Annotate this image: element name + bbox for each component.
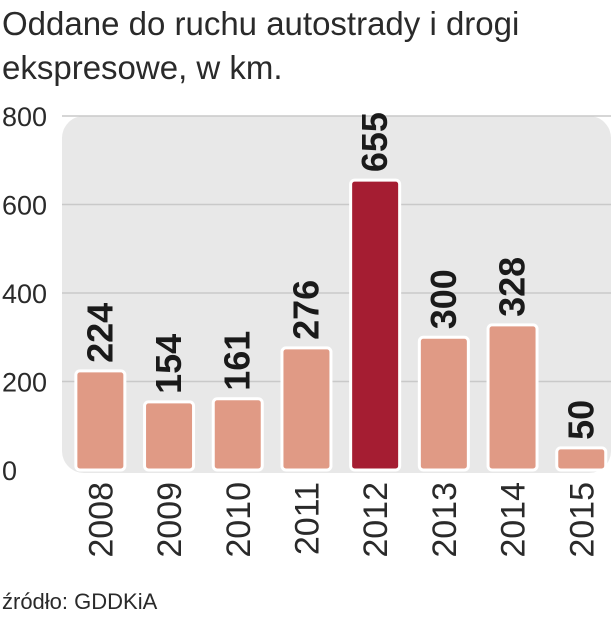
value-label-2011: 276 — [285, 280, 326, 340]
chart-title: Oddane do ruchu autostrady i drogi ekspr… — [2, 5, 520, 86]
bars — [74, 178, 608, 472]
x-tick-label-2011: 2011 — [288, 482, 326, 555]
bar-2009 — [143, 400, 196, 472]
bar-2008 — [74, 369, 127, 472]
x-tick-label-2015: 2015 — [563, 482, 601, 558]
y-tick-label: 200 — [2, 368, 47, 398]
x-tick-label-2012: 2012 — [357, 482, 395, 558]
x-tick-label-2010: 2010 — [220, 482, 258, 558]
y-tick-label: 400 — [2, 279, 47, 309]
value-label-2014: 328 — [492, 257, 533, 317]
bar-2011 — [280, 346, 333, 472]
bar-2013 — [417, 335, 470, 472]
value-label-2008: 224 — [79, 303, 120, 363]
x-tick-label-2014: 2014 — [495, 482, 533, 558]
y-tick-label: 0 — [2, 456, 17, 486]
value-label-2009: 154 — [148, 334, 189, 394]
x-axis-ticks: 2008 2009 2010 2011 2012 2013 2014 2015 — [82, 482, 601, 558]
bar-2014 — [486, 323, 539, 472]
x-tick-label-2009: 2009 — [151, 482, 189, 558]
bar-2010 — [211, 397, 264, 472]
value-label-2010: 161 — [217, 331, 258, 391]
x-tick-label-2013: 2013 — [426, 482, 464, 558]
x-tick-label-2008: 2008 — [82, 482, 120, 558]
y-axis-ticks: 0 200 400 600 800 — [2, 102, 47, 486]
value-label-2015: 50 — [560, 400, 601, 440]
y-tick-label: 600 — [2, 191, 47, 221]
source-note: źródło: GDDKiA — [2, 589, 158, 614]
bar-2015 — [555, 446, 608, 472]
value-label-2012: 655 — [354, 112, 395, 172]
y-tick-label: 800 — [2, 102, 47, 132]
bar-2012 — [349, 178, 402, 472]
value-labels: 224 154 161 276 655 300 328 50 — [79, 112, 601, 440]
value-label-2013: 300 — [423, 269, 464, 329]
